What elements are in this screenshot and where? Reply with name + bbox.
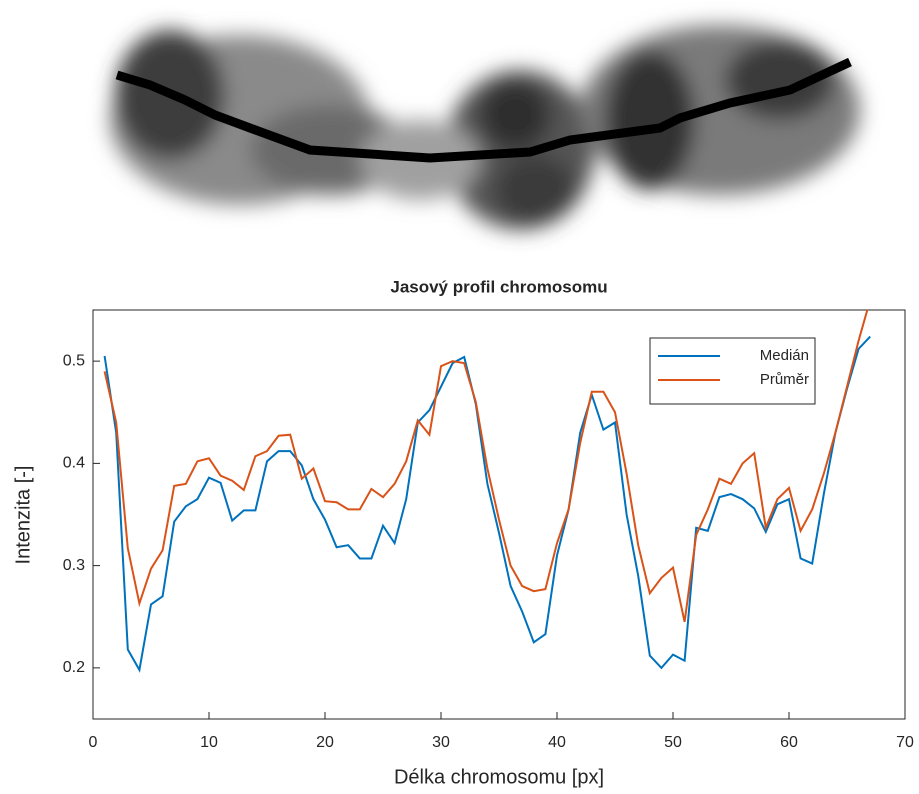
x-tick-label: 20 [316,734,334,751]
chromosome-image [110,25,860,230]
x-tick-label: 40 [548,734,566,751]
x-tick-label: 50 [664,734,682,751]
chart-title: Jasový profil chromosomu [390,277,607,296]
x-tick-label: 10 [200,734,218,751]
y-tick-label: 0.5 [63,352,85,369]
plot-frame [92,309,906,720]
series-group [103,310,869,623]
legend-label: Průměr [760,371,809,388]
data-line [103,335,871,673]
y-tick-label: 0.3 [63,557,85,574]
x-tick-label: 30 [432,734,450,751]
y-axis-label: Intenzita [-] [12,466,34,565]
chromosome-axis [115,57,852,163]
x-axis-label: Délka chromosomu [px] [394,766,604,788]
x-tick-label: 60 [780,734,798,751]
y-tick-label: 0.4 [63,455,85,472]
legend-box [649,337,816,405]
y-tick-label: 0.2 [63,659,85,676]
chromosome-body [110,25,860,230]
series-group [103,335,871,673]
x-tick-label: 0 [89,734,98,751]
x-tick-label: 70 [896,734,914,751]
legend-label: Medián [760,347,809,364]
data-line [103,310,869,623]
